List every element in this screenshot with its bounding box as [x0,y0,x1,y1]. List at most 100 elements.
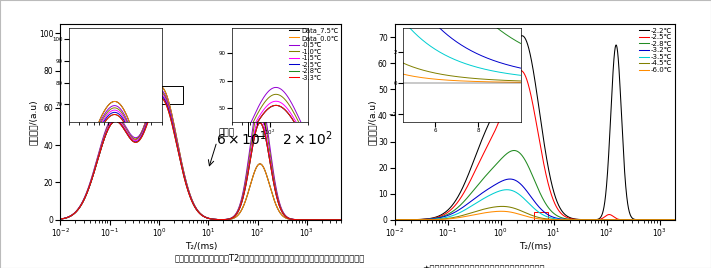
-0.5℃ [86,180,95,184]
-2.2℃ [518,34,526,37]
-0.5℃ [175,150,183,153]
Text: 土壤冻结过程与融化过程T2分布曲线（随着温度变化，毛细水与吸附水含量的变化）: 土壤冻结过程与融化过程T2分布曲线（随着温度变化，毛细水与吸附水含量的变化） [175,253,365,262]
Line: Data_7.5℃: Data_7.5℃ [58,87,341,220]
-2.8℃ [505,151,513,154]
Line: -0.5℃: -0.5℃ [58,90,341,220]
-3.5℃ [387,218,396,221]
Data_0.0℃ [54,218,63,221]
-2.2℃ [653,218,662,221]
-3.3℃ [331,218,340,221]
-6.0℃ [422,218,431,221]
Text: ★（以上成果由中国科学院武汉岩土力研究学所提供）: ★（以上成果由中国科学院武汉岩土力研究学所提供） [422,264,545,268]
-3.5℃ [503,188,511,191]
-2.8℃ [510,149,518,152]
-1.0℃ [331,218,340,221]
-6.0℃ [693,218,701,221]
-1.5℃ [162,101,171,104]
-2.5℃ [337,218,346,221]
Bar [248,93,265,136]
-3.3℃ [54,218,63,221]
-3.3℃ [103,130,112,133]
-2.8℃ [518,154,526,157]
-3.2℃ [505,177,513,181]
-2.5℃ [156,94,165,98]
-2.5℃ [518,69,526,73]
Bar [146,85,183,104]
-4.5℃ [505,205,513,209]
-0.5℃ [301,218,309,221]
-1.0℃ [156,91,165,94]
-4.5℃ [441,217,449,220]
-2.2℃ [422,217,431,221]
-2.8℃ [387,218,396,221]
-0.5℃ [54,218,63,221]
-2.8℃ [54,218,63,221]
-0.5℃ [103,125,112,128]
Line: -2.5℃: -2.5℃ [392,70,697,220]
Data_7.5℃ [337,218,346,221]
-2.5℃ [175,153,183,156]
Data_7.5℃ [175,148,183,151]
Line: Data_0.0℃: Data_0.0℃ [58,87,341,220]
X-axis label: T₂/(ms): T₂/(ms) [519,242,551,251]
Data_0.0℃ [337,218,346,221]
-1.5℃ [86,182,95,185]
-2.5℃ [301,218,309,221]
Data_7.5℃ [162,94,171,97]
-4.5℃ [518,210,526,213]
-2.8℃ [301,218,309,221]
Line: -6.0℃: -6.0℃ [392,211,697,220]
Line: -2.8℃: -2.8℃ [58,98,341,220]
-2.8℃ [422,218,431,221]
Data_0.0℃ [156,85,165,88]
-2.5℃ [103,130,112,133]
-1.5℃ [103,128,112,131]
-4.5℃ [687,218,695,221]
-2.5℃ [422,218,431,221]
-2.5℃ [693,218,701,221]
-0.5℃ [331,218,340,221]
Data_0.0℃ [103,130,112,133]
Line: -2.5℃: -2.5℃ [58,96,341,220]
Legend: Data_7.5℃, Data_0.0℃, -0.5℃, -1.0℃, -1.5℃, -2.5℃, -2.8℃, -3.3℃: Data_7.5℃, Data_0.0℃, -0.5℃, -1.0℃, -1.5… [287,25,341,83]
-6.0℃ [653,218,662,221]
-2.8℃ [653,218,662,221]
-3.5℃ [687,218,695,221]
Legend: -2.2℃, -2.5℃, -2.8℃, -3.2℃, -3.5℃, -4.5℃, -6.0℃: -2.2℃, -2.5℃, -2.8℃, -3.2℃, -3.5℃, -4.5℃… [636,26,675,75]
Data_0.0℃ [175,148,183,151]
Line: -3.2℃: -3.2℃ [392,179,697,220]
Data_7.5℃ [86,183,95,186]
X-axis label: T₂/(ms): T₂/(ms) [185,242,217,251]
-2.5℃ [86,183,95,186]
Data_7.5℃ [156,85,165,88]
-1.0℃ [86,181,95,184]
-1.5℃ [156,92,165,96]
-4.5℃ [387,218,396,221]
-2.5℃ [505,92,513,95]
Line: -3.5℃: -3.5℃ [392,190,697,220]
-0.5℃ [162,97,171,100]
-3.2℃ [653,218,662,221]
-3.3℃ [86,183,95,186]
-2.8℃ [86,183,95,186]
-2.5℃ [331,218,340,221]
-1.0℃ [54,218,63,221]
Line: -1.0℃: -1.0℃ [58,92,341,220]
-2.8℃ [162,104,171,107]
-6.0℃ [518,213,526,217]
-2.8℃ [103,130,112,133]
-1.5℃ [301,218,309,221]
Data_0.0℃ [86,183,95,186]
-3.2℃ [422,218,431,221]
-2.8℃ [693,218,701,221]
Data_0.0℃ [301,218,309,221]
Data_0.0℃ [331,218,340,221]
-1.0℃ [175,151,183,154]
-2.5℃ [653,218,662,221]
-4.5℃ [693,218,701,221]
Bar [534,212,548,221]
-1.0℃ [162,99,171,102]
Y-axis label: 信号幅値/(a.u): 信号幅値/(a.u) [368,99,377,145]
-3.3℃ [162,104,171,107]
-2.8℃ [687,218,695,221]
